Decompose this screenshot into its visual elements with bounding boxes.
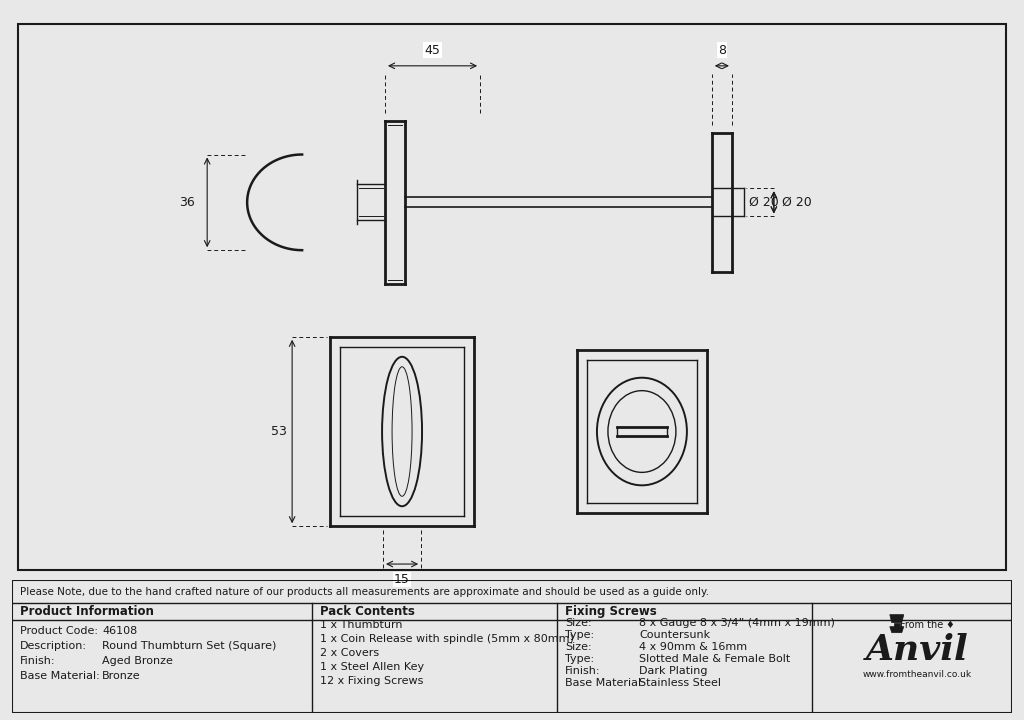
Text: Anvil: Anvil	[865, 633, 968, 667]
Text: 36: 36	[179, 196, 196, 209]
Text: Product Information: Product Information	[20, 605, 155, 618]
Text: 1 x Steel Allen Key: 1 x Steel Allen Key	[321, 662, 424, 672]
Text: Type:: Type:	[565, 630, 594, 639]
Polygon shape	[890, 626, 904, 633]
Text: Base Material:: Base Material:	[20, 671, 100, 680]
Text: Product Code:: Product Code:	[20, 626, 98, 636]
Text: 2 x Covers: 2 x Covers	[321, 648, 379, 657]
Text: Pack Contents: Pack Contents	[321, 605, 415, 618]
Text: Ø 20: Ø 20	[750, 196, 779, 209]
Text: 1 x Coin Release with spindle (5mm x 80mm): 1 x Coin Release with spindle (5mm x 80m…	[321, 634, 574, 644]
Polygon shape	[890, 615, 904, 623]
Text: Please Note, due to the hand crafted nature of our products all measurements are: Please Note, due to the hand crafted nat…	[20, 587, 710, 597]
Text: ♦: ♦	[945, 620, 954, 630]
Text: Finish:: Finish:	[565, 666, 600, 676]
Text: Slotted Male & Female Bolt: Slotted Male & Female Bolt	[639, 654, 791, 664]
Text: 1 x Thumbturn: 1 x Thumbturn	[321, 620, 402, 630]
Text: From the: From the	[900, 620, 943, 630]
Text: Description:: Description:	[20, 641, 87, 651]
Text: Stainless Steel: Stainless Steel	[639, 678, 721, 688]
Text: Type:: Type:	[565, 654, 594, 664]
Text: 15: 15	[394, 573, 410, 586]
Text: Bronze: Bronze	[102, 671, 141, 680]
Text: Aged Bronze: Aged Bronze	[102, 656, 173, 666]
Polygon shape	[894, 623, 900, 626]
Text: 8 x Gauge 8 x 3/4” (4mm x 19mm): 8 x Gauge 8 x 3/4” (4mm x 19mm)	[639, 618, 835, 628]
Text: Round Thumbturn Set (Square): Round Thumbturn Set (Square)	[102, 641, 276, 651]
Text: Dark Plating: Dark Plating	[639, 666, 708, 676]
Text: Fixing Screws: Fixing Screws	[565, 605, 656, 618]
Text: 4 x 90mm & 16mm: 4 x 90mm & 16mm	[639, 642, 748, 652]
Text: Ø 20: Ø 20	[782, 196, 812, 209]
Text: 8: 8	[718, 44, 726, 57]
Text: 53: 53	[271, 425, 287, 438]
Text: 46108: 46108	[102, 626, 137, 636]
Text: 45: 45	[425, 44, 440, 57]
Text: www.fromtheanvil.co.uk: www.fromtheanvil.co.uk	[862, 670, 972, 679]
Text: Size:: Size:	[565, 618, 592, 628]
Text: 12 x Fixing Screws: 12 x Fixing Screws	[321, 676, 424, 685]
Text: Size:: Size:	[565, 642, 592, 652]
Text: Finish:: Finish:	[20, 656, 55, 666]
Text: Countersunk: Countersunk	[639, 630, 710, 639]
Text: Base Material:: Base Material:	[565, 678, 645, 688]
